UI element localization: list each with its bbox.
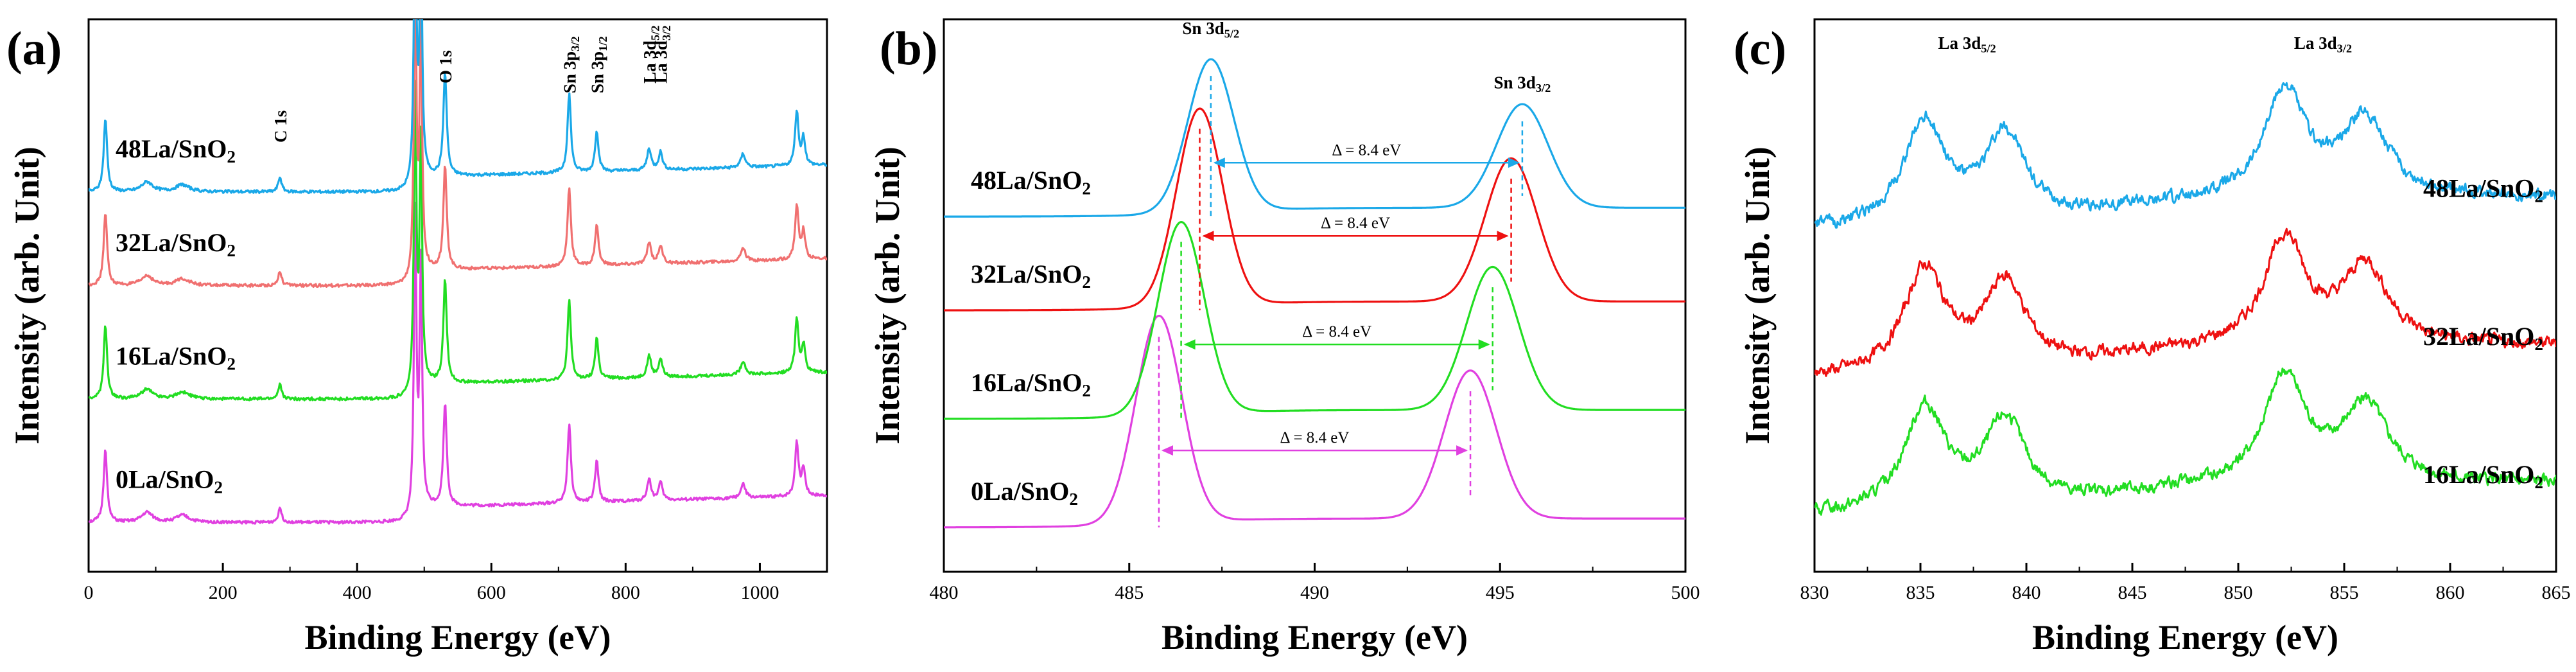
delta-label: Δ = 8.4 eV <box>1332 141 1401 159</box>
arrow-head-right <box>1456 445 1468 456</box>
x-tick-label: 485 <box>1115 582 1144 603</box>
series-label: 16La/SnO2 <box>2423 460 2543 492</box>
chart-panel-1: (a) 0 200 400 600 800 1000 Binding Energy (eV) I… <box>6 18 828 657</box>
delta-label: Δ = 8.4 eV <box>1321 215 1390 232</box>
x-tick-label: 830 <box>1800 582 1829 603</box>
x-axis-title: Binding Energy (eV) <box>1162 618 1468 657</box>
series-label: 32La/SnO2 <box>116 228 236 260</box>
x-tick-label: 850 <box>2224 582 2253 603</box>
series-line-48La-SnO2 <box>1815 82 2556 229</box>
x-tick-label: 845 <box>2118 582 2147 603</box>
x-axis-title: Binding Energy (eV) <box>2032 618 2338 657</box>
arrow-head-right <box>1497 231 1509 242</box>
x-tick-label: 495 <box>1486 582 1515 603</box>
series-label: 0La/SnO2 <box>116 464 223 497</box>
series-line-32La-SnO2 <box>89 19 827 288</box>
x-axis-title: Binding Energy (eV) <box>304 618 611 657</box>
x-tick-label: 860 <box>2436 582 2465 603</box>
series-label: 32La/SnO2 <box>971 260 1091 292</box>
plot-area <box>89 19 827 525</box>
peak-annotation: Sn 3d5/2 <box>1182 19 1239 40</box>
peak-annotation: La 3d3/2 <box>652 26 674 84</box>
peak-annotation: La 3d5/2 <box>1938 33 1996 55</box>
chart-panel-2: (b) 480 485 490 495 500 Binding Energy (eV) Int… <box>868 18 1700 657</box>
delta-label: Δ = 8.4 eV <box>1302 323 1371 340</box>
arrow-head-left <box>1213 157 1225 168</box>
panel-letter: (a) <box>6 22 62 75</box>
x-tick-label: 490 <box>1300 582 1329 603</box>
x-tick-label: 500 <box>1671 582 1700 603</box>
panel-letter: (c) <box>1734 22 1786 75</box>
x-tick-label: 865 <box>2542 582 2571 603</box>
series-label: 16La/SnO2 <box>116 342 236 374</box>
series-line-32La-SnO2 <box>1815 227 2556 377</box>
series-line-0La-SnO2 <box>89 202 827 525</box>
series-label: 32La/SnO2 <box>2423 322 2543 354</box>
panel-letter: (b) <box>880 22 937 75</box>
plot-frame <box>87 18 828 573</box>
plot-frame <box>1813 18 2557 573</box>
x-tick-label: 800 <box>611 582 640 603</box>
x-tick-label: 840 <box>2012 582 2041 603</box>
peak-annotation: O 1s <box>436 50 455 84</box>
series-label: 16La/SnO2 <box>971 368 1091 400</box>
y-axis-title: Intensity (arb. Unit) <box>8 146 46 445</box>
peak-annotation: La 3d5/2 <box>640 26 662 84</box>
delta-label: Δ = 8.4 eV <box>1280 429 1350 447</box>
x-tick-label: 835 <box>1906 582 1935 603</box>
series-label: 0La/SnO2 <box>971 477 1078 509</box>
arrow-head-left <box>1183 339 1196 350</box>
peak-annotation: La 3d3/2 <box>2294 33 2352 55</box>
series-label: 48La/SnO2 <box>2423 173 2543 206</box>
arrow-head-right <box>1478 339 1490 350</box>
series-line-16La-SnO2 <box>89 80 827 402</box>
x-tick-label: 400 <box>343 582 372 603</box>
series-line-16La-SnO2 <box>1815 367 2556 516</box>
peak-annotation: Sn 3p3/2 <box>561 36 582 93</box>
series-line-16La-SnO2 <box>944 221 1685 420</box>
x-tick-label: 0 <box>84 582 94 603</box>
peak-annotation: Sn 3p1/2 <box>587 36 609 93</box>
x-tick-label: 200 <box>209 582 238 603</box>
series-line-32La-SnO2 <box>944 107 1685 312</box>
plot-area <box>1815 82 2556 516</box>
series-line-48La-SnO2 <box>944 58 1685 218</box>
y-axis-title: Intensity (arb. Unit) <box>1738 146 1777 445</box>
series-line-0La-SnO2 <box>944 314 1685 529</box>
peak-annotation: C 1s <box>271 111 290 143</box>
x-tick-label: 600 <box>477 582 506 603</box>
series-label: 48La/SnO2 <box>971 166 1091 198</box>
peak-annotation: Sn 3d3/2 <box>1494 73 1551 95</box>
arrow-head-left <box>1202 231 1214 242</box>
series-line-48La-SnO2 <box>89 19 827 195</box>
plot-area <box>944 58 1685 529</box>
arrow-head-left <box>1161 445 1173 456</box>
arrow-head-right <box>1508 157 1520 168</box>
x-tick-label: 480 <box>930 582 959 603</box>
y-axis-title: Intensity (arb. Unit) <box>868 146 907 445</box>
chart-panel-3: (c) 830 835 840 845 850 855 860 865 Binding Energ… <box>1734 18 2571 657</box>
x-tick-label: 855 <box>2330 582 2359 603</box>
series-label: 48La/SnO2 <box>116 134 236 166</box>
x-tick-label: 1000 <box>740 582 779 603</box>
